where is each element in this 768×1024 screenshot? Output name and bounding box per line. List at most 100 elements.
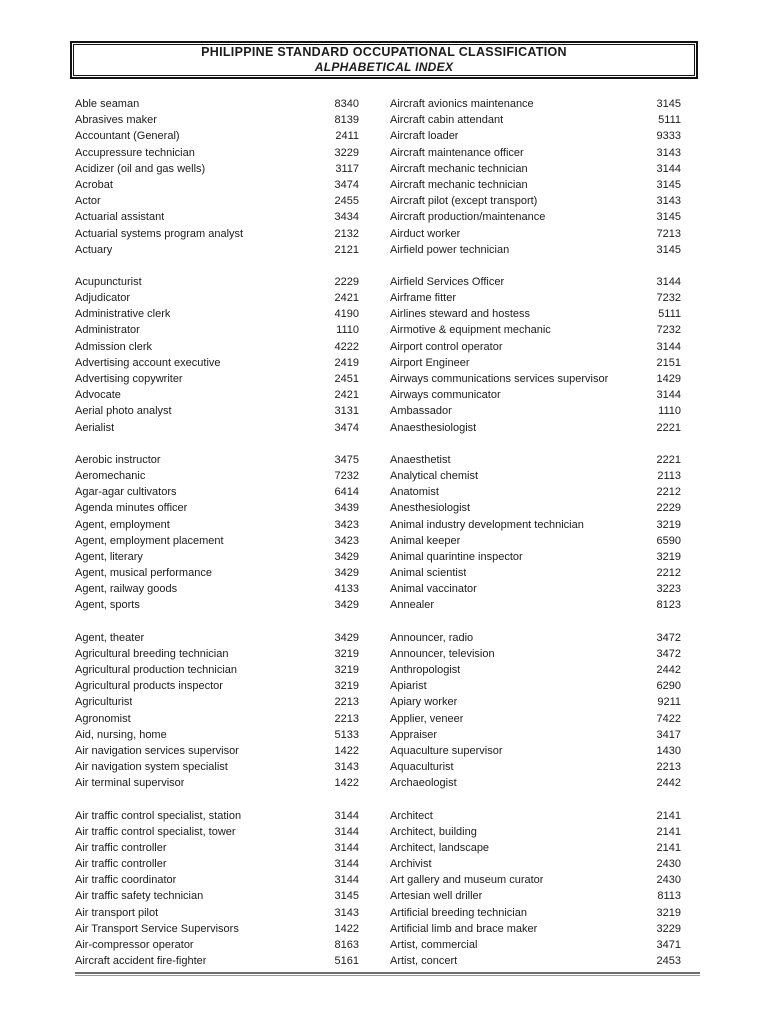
occupation-name: Agent, employment placement bbox=[75, 534, 224, 547]
occupation-code: 8123 bbox=[656, 599, 681, 612]
index-row: Aeromechanic 7232 bbox=[75, 468, 359, 484]
occupation-name: Aircraft loader bbox=[390, 130, 459, 143]
index-row: Actor 2455 bbox=[75, 193, 359, 209]
occupation-code: 3219 bbox=[656, 906, 681, 919]
occupation-code: 1430 bbox=[656, 744, 681, 757]
occupation-name: Agenda minutes officer bbox=[75, 502, 188, 515]
occupation-code: 3439 bbox=[334, 502, 359, 515]
occupation-name: Artificial limb and brace maker bbox=[390, 922, 538, 935]
occupation-code: 2421 bbox=[334, 389, 359, 402]
occupation-name: Agricultural products inspector bbox=[75, 680, 223, 693]
index-row: Announcer, radio 3472 bbox=[390, 630, 681, 646]
index-row: Annealer 8123 bbox=[390, 597, 681, 613]
occupation-code: 3219 bbox=[656, 518, 681, 531]
occupation-code: 3474 bbox=[334, 178, 359, 191]
occupation-name: Administrative clerk bbox=[75, 308, 171, 321]
index-row: Air navigation system specialist 3143 bbox=[75, 759, 359, 775]
index-row: Anthropologist 2442 bbox=[390, 662, 681, 678]
occupation-code: 2430 bbox=[656, 874, 681, 887]
index-row: Able seaman 8340 bbox=[75, 96, 359, 112]
occupation-name: Apiary worker bbox=[390, 696, 458, 709]
occupation-name: Agent, literary bbox=[75, 550, 143, 563]
index-row: Actuarial systems program analyst 2132 bbox=[75, 226, 359, 242]
occupation-name: Accupressure technician bbox=[75, 146, 195, 159]
occupation-code: 7422 bbox=[656, 712, 681, 725]
index-row: Aircraft loader 9333 bbox=[390, 128, 681, 144]
index-row: Air traffic controller 3144 bbox=[75, 856, 359, 872]
occupation-code: 2212 bbox=[656, 486, 681, 499]
index-row: Animal keeper 6590 bbox=[390, 533, 681, 549]
occupation-code: 3429 bbox=[334, 599, 359, 612]
occupation-name: Acupuncturist bbox=[75, 275, 142, 288]
index-row: Air terminal supervisor 1422 bbox=[75, 775, 359, 791]
occupation-code: 2229 bbox=[656, 502, 681, 515]
index-row: Agent, musical performance 3429 bbox=[75, 565, 359, 581]
index-block: Agent, theater 3429 Agricultural breeding … bbox=[75, 630, 359, 792]
index-row: Agent, employment 3423 bbox=[75, 517, 359, 533]
index-row: Appraiser 3417 bbox=[390, 727, 681, 743]
occupation-name: Air-compressor operator bbox=[75, 939, 194, 951]
index-row: Air traffic safety technician 3145 bbox=[75, 888, 359, 904]
occupation-name: Air traffic coordinator bbox=[75, 874, 177, 887]
occupation-name: Air traffic controller bbox=[75, 841, 167, 854]
occupation-code: 3144 bbox=[334, 874, 359, 887]
occupation-code: 6590 bbox=[656, 534, 681, 547]
index-row: Apiarist 6290 bbox=[390, 678, 681, 694]
occupation-name: Aircraft cabin attendant bbox=[390, 114, 504, 127]
occupation-code: 3144 bbox=[334, 809, 359, 822]
occupation-code: 3472 bbox=[656, 631, 681, 644]
occupation-name: Airfield power technician bbox=[390, 243, 510, 256]
occupation-name: Airways communications services supervis… bbox=[390, 373, 609, 385]
occupation-code: 3417 bbox=[656, 728, 681, 741]
occupation-code: 3475 bbox=[334, 453, 359, 466]
index-row: Aircraft avionics maintenance 3145 bbox=[390, 96, 681, 112]
occupation-name: Agricultural production technician bbox=[75, 664, 238, 676]
index-row: Architect, building 2141 bbox=[390, 824, 681, 840]
footer-rule bbox=[75, 972, 700, 976]
index-row: Applier, veneer 7422 bbox=[390, 711, 681, 727]
index-row: Agronomist 2213 bbox=[75, 711, 359, 727]
occupation-name: Actuary bbox=[75, 243, 113, 256]
occupation-name: Architect, building bbox=[390, 825, 477, 838]
occupation-code: 3219 bbox=[656, 550, 681, 563]
occupation-name: Advocate bbox=[75, 389, 121, 402]
occupation-name: Advertising account executive bbox=[75, 356, 221, 369]
index-row: Agenda minutes officer 3439 bbox=[75, 500, 359, 516]
title-box: PHILIPPINE STANDARD OCCUPATIONAL CLASSIF… bbox=[70, 41, 698, 79]
occupation-code: 3131 bbox=[334, 405, 359, 418]
index-row: Aircraft maintenance officer 3143 bbox=[390, 145, 681, 161]
index-row: Agent, employment placement 3423 bbox=[75, 533, 359, 549]
occupation-name: Air Transport Service Supervisors bbox=[75, 922, 239, 935]
occupation-code: 3144 bbox=[334, 858, 359, 871]
occupation-code: 5111 bbox=[658, 114, 681, 127]
occupation-name: Aircraft pilot (except transport) bbox=[390, 195, 538, 208]
occupation-name: Agent, employment bbox=[75, 518, 170, 531]
occupation-code: 4190 bbox=[334, 308, 359, 321]
occupation-name: Airmotive & equipment mechanic bbox=[390, 324, 551, 337]
occupation-code: 2430 bbox=[656, 858, 681, 871]
occupation-name: Animal quarintine inspector bbox=[390, 550, 523, 563]
occupation-code: 9211 bbox=[657, 696, 681, 709]
index-row: Air traffic control specialist, tower 314… bbox=[75, 824, 359, 840]
occupation-name: Airframe fitter bbox=[390, 292, 457, 305]
occupation-name: Aerobic instructor bbox=[75, 453, 161, 466]
occupation-name: Air traffic control specialist, tower bbox=[75, 825, 236, 838]
occupation-code: 3423 bbox=[334, 534, 359, 547]
occupation-name: Aircraft avionics maintenance bbox=[390, 98, 534, 110]
occupation-name: Airport control operator bbox=[390, 340, 503, 353]
occupation-code: 2213 bbox=[656, 761, 681, 774]
index-row: Advocate 2421 bbox=[75, 387, 359, 403]
occupation-code: 2411 bbox=[335, 130, 359, 143]
occupation-code: 2221 bbox=[656, 453, 681, 466]
index-row: Air navigation services supervisor 1422 bbox=[75, 743, 359, 759]
index-row: Announcer, television 3472 bbox=[390, 646, 681, 662]
occupation-code: 7232 bbox=[656, 292, 681, 305]
occupation-code: 3144 bbox=[656, 340, 681, 353]
occupation-name: Airfield Services Officer bbox=[390, 275, 505, 288]
index-row: Advertising account executive 2419 bbox=[75, 355, 359, 371]
index-row: Architect, landscape 2141 bbox=[390, 840, 681, 856]
occupation-code: 8113 bbox=[657, 890, 681, 903]
occupation-name: Aerialist bbox=[75, 421, 115, 434]
index-row: Air traffic controller 3144 bbox=[75, 840, 359, 856]
occupation-name: Anaesthesiologist bbox=[390, 421, 477, 434]
